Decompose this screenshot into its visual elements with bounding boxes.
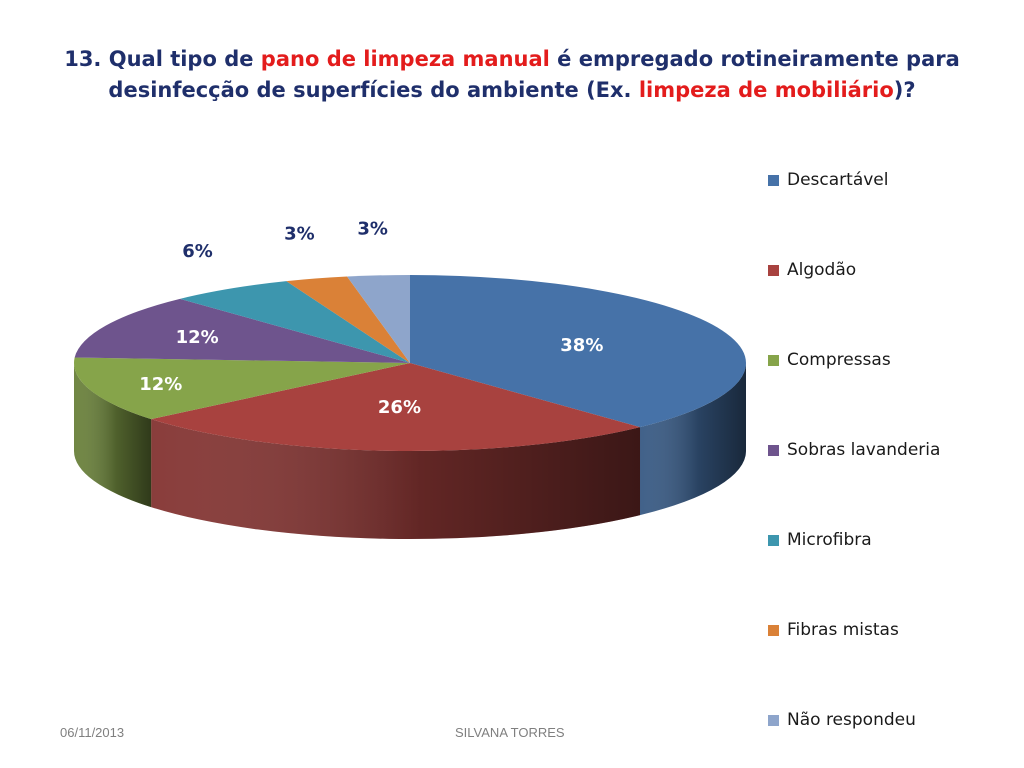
legend-item-4: Microfibra [768,530,872,550]
title-segment-3: limpeza de mobiliário [638,78,894,102]
legend-swatch-4 [768,534,779,546]
chart-legend: Descartável Algodão Compressas Sobras lavan… [768,170,1018,740]
data-label-0: 38% [560,335,603,356]
data-label-6: 3% [357,219,388,240]
legend-swatch-1 [768,264,779,276]
legend-item-6: Não respondeu [768,710,916,730]
pie-slice-2 [73,357,411,420]
pie-sides [74,363,746,539]
pie-slice-3 [74,298,410,363]
legend-label-1: Algodão [787,260,857,280]
footer-author: SILVANA TORRES [455,725,565,740]
legend-swatch-3 [768,444,779,456]
legend-label-4: Microfibra [787,530,872,550]
title-segment-1: pano de limpeza manual [260,47,550,71]
footer-date: 06/11/2013 [60,725,125,740]
data-label-4: 6% [182,241,213,262]
legend-label-3: Sobras lavanderia [787,440,941,460]
legend-swatch-5 [768,624,779,636]
pie-labels: 38% 26% 12% 12% 6% 3% 3% [139,219,603,418]
legend-swatch-2 [768,354,779,366]
legend-label-2: Compressas [787,350,891,370]
legend-item-5: Fibras mistas [768,620,899,640]
pie-slice-6 [347,275,410,363]
pie-slice-0 [410,275,746,428]
pie-slice-5 [286,276,410,363]
title-segment-4: )? [893,78,916,102]
pie-slice-4 [179,281,410,363]
legend-item-1: Algodão [768,260,856,280]
legend-swatch-0 [768,174,779,186]
pie-slice-1 [151,363,641,452]
data-label-2: 12% [139,374,182,395]
legend-label-5: Fibras mistas [787,620,899,640]
pie-slice-side-shade-1 [151,419,641,539]
pie-slice-side-shade-0 [640,363,746,516]
legend-item-3: Sobras lavanderia [768,440,940,460]
legend-label-6: Não respondeu [787,710,916,730]
title-segment-0: 13. Qual tipo de [64,47,261,71]
pie-slice-side-shade-2 [74,363,152,508]
data-label-5: 3% [284,223,315,244]
title-segment-2: é empregado rotineiramente para desinfec… [108,47,960,102]
legend-item-0: Descartável [768,170,889,190]
pie-tops [73,275,746,452]
slide-title: 13. Qual tipo de pano de limpeza manual … [40,44,984,106]
legend-item-2: Compressas [768,350,891,370]
legend-swatch-6 [768,714,779,726]
data-label-3: 12% [176,327,219,348]
data-label-1: 26% [378,397,421,418]
legend-label-0: Descartável [787,170,889,190]
